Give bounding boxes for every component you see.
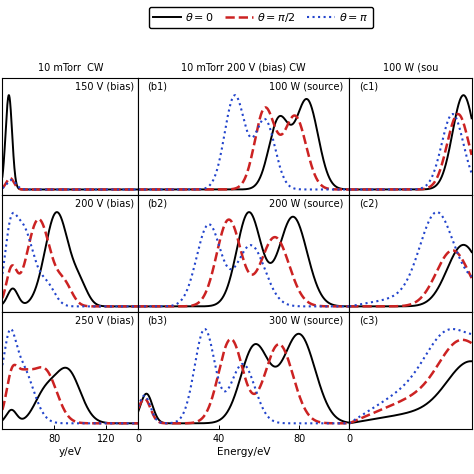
Legend: $\theta = 0$, $\theta = \pi/2$, $\theta = \pi$: $\theta = 0$, $\theta = \pi/2$, $\theta … xyxy=(148,7,373,28)
Text: (b2): (b2) xyxy=(147,199,167,209)
Text: 250 V (bias): 250 V (bias) xyxy=(75,316,134,326)
Text: 100 W (sou: 100 W (sou xyxy=(383,63,438,73)
Text: 150 V (bias): 150 V (bias) xyxy=(75,82,134,91)
Text: 300 W (source): 300 W (source) xyxy=(269,316,343,326)
Text: 10 mTorr 200 V (bias) CW: 10 mTorr 200 V (bias) CW xyxy=(182,63,306,73)
Text: 200 V (bias): 200 V (bias) xyxy=(75,199,134,209)
Text: (c3): (c3) xyxy=(359,316,378,326)
Text: (b3): (b3) xyxy=(147,316,167,326)
Text: 200 W (source): 200 W (source) xyxy=(268,199,343,209)
X-axis label: y/eV: y/eV xyxy=(59,447,82,456)
Text: 10 mTorr  CW: 10 mTorr CW xyxy=(37,63,103,73)
Text: (c2): (c2) xyxy=(359,199,378,209)
Text: (b1): (b1) xyxy=(147,82,167,91)
X-axis label: Energy/eV: Energy/eV xyxy=(217,447,271,456)
Text: 100 W (source): 100 W (source) xyxy=(269,82,343,91)
Text: (c1): (c1) xyxy=(359,82,378,91)
